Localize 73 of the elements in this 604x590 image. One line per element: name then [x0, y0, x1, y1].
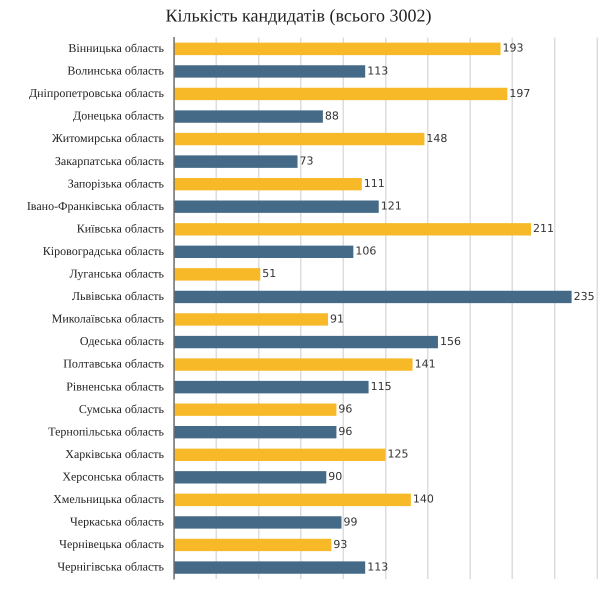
- y-tick-label: Одеська область: [80, 334, 165, 348]
- data-label: 125: [388, 448, 408, 461]
- data-label: 93: [333, 538, 348, 551]
- bar: [174, 88, 508, 100]
- y-tick-label: Херсонська область: [62, 469, 165, 484]
- y-tick-label: Полтавська область: [63, 356, 165, 371]
- bar: [174, 336, 438, 348]
- y-tick-label: Кіровоградська область: [42, 244, 165, 258]
- bar: [174, 426, 336, 438]
- data-label: 156: [440, 334, 461, 348]
- bar: [174, 223, 532, 236]
- data-label: 99: [344, 515, 358, 528]
- y-tick-label: Київська область: [76, 221, 165, 236]
- y-tick-label: Закарпатська область: [54, 154, 165, 168]
- data-label: 96: [338, 402, 352, 416]
- data-label: 73: [300, 154, 314, 168]
- bar: [174, 110, 323, 123]
- bar: [174, 516, 342, 529]
- y-tick-label: Сумська область: [78, 402, 165, 416]
- data-label: 140: [412, 492, 434, 506]
- data-label: 106: [355, 244, 376, 258]
- y-tick-label: Вінницька область: [68, 41, 165, 56]
- bar: [174, 246, 354, 258]
- data-label: 111: [364, 177, 385, 190]
- data-label: 211: [533, 222, 554, 236]
- data-label: 91: [330, 312, 344, 326]
- y-tick-label: Хмельницька область: [53, 492, 165, 506]
- y-tick-label: Дніпропетровська область: [28, 86, 165, 100]
- bar: [174, 403, 336, 416]
- bar: [174, 132, 424, 146]
- data-label: 115: [370, 380, 392, 393]
- y-tick-label: Чернігівська область: [57, 560, 165, 574]
- y-tick-label: Житомирська область: [52, 131, 165, 146]
- data-label: 141: [414, 357, 436, 370]
- data-label: 113: [367, 64, 388, 78]
- data-label: 193: [502, 42, 524, 55]
- data-label: 90: [328, 470, 342, 484]
- bar: [174, 313, 328, 326]
- y-tick-label: Івано-Франківська область: [26, 198, 165, 213]
- bar: [174, 471, 326, 484]
- bar: [174, 561, 366, 574]
- data-label: 96: [338, 425, 352, 438]
- y-tick-label: Чернівецька область: [59, 537, 165, 552]
- y-tick-label: Львівська область: [72, 289, 165, 304]
- data-label: 121: [380, 200, 402, 213]
- y-tick-label: Черкаська область: [70, 514, 165, 529]
- bar: [174, 538, 332, 552]
- bar: [174, 380, 369, 394]
- bar: [174, 65, 366, 78]
- bar: [174, 155, 298, 168]
- bar: [174, 448, 386, 461]
- data-label: 148: [426, 132, 448, 145]
- y-tick-label: Миколаївська область: [52, 312, 165, 326]
- data-label: 235: [574, 290, 595, 303]
- data-label: 197: [509, 86, 530, 100]
- y-tick-label: Харківська область: [65, 446, 165, 461]
- y-tick-label: Рівненська область: [66, 379, 165, 394]
- data-label: 51: [262, 267, 276, 280]
- bar: [174, 200, 379, 213]
- data-label: 113: [367, 560, 388, 574]
- y-tick-label: Донецька область: [73, 108, 165, 123]
- y-tick-label: Запорізька область: [68, 176, 165, 190]
- bar: [174, 268, 260, 281]
- bar: [174, 358, 413, 371]
- chart-title: Кількість кандидатів (всього 3002): [166, 6, 432, 26]
- bar: [174, 42, 501, 56]
- data-label: 88: [324, 109, 339, 122]
- y-tick-label: Луганська область: [70, 266, 165, 281]
- bar: [174, 494, 411, 506]
- y-tick-label: Тернопільська область: [48, 424, 165, 438]
- bar: [174, 178, 362, 190]
- y-tick-label: Волинська область: [67, 64, 165, 78]
- bar: [174, 290, 572, 304]
